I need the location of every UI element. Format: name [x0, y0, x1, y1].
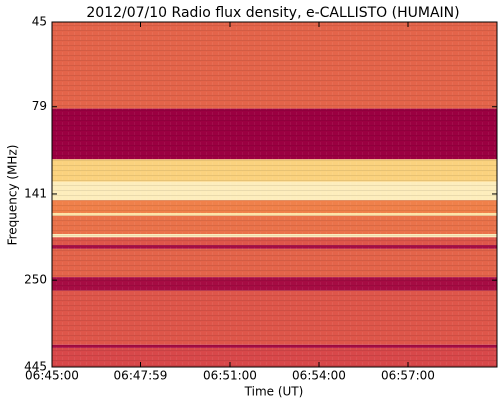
plot-frame	[51, 21, 498, 368]
x-tick-label: 06:47:59	[114, 369, 168, 383]
y-axis-label: Frequency (MHz)	[6, 145, 20, 246]
chart-title: 2012/07/10 Radio flux density, e-CALLIST…	[86, 5, 459, 21]
y-tick-label: 45	[32, 15, 47, 29]
x-tick-label: 06:54:00	[292, 369, 346, 383]
x-tick-label: 06:57:00	[381, 369, 435, 383]
x-tick-label: 06:51:00	[203, 369, 257, 383]
y-tick-label: 79	[32, 99, 47, 113]
texture	[52, 22, 497, 367]
y-tick-label: 445	[24, 360, 47, 374]
x-tick-label: 06:45:00	[25, 369, 79, 383]
x-axis-label: Time (UT)	[244, 385, 304, 399]
y-tick-label: 250	[24, 273, 47, 287]
y-tick-label: 141	[24, 186, 47, 200]
